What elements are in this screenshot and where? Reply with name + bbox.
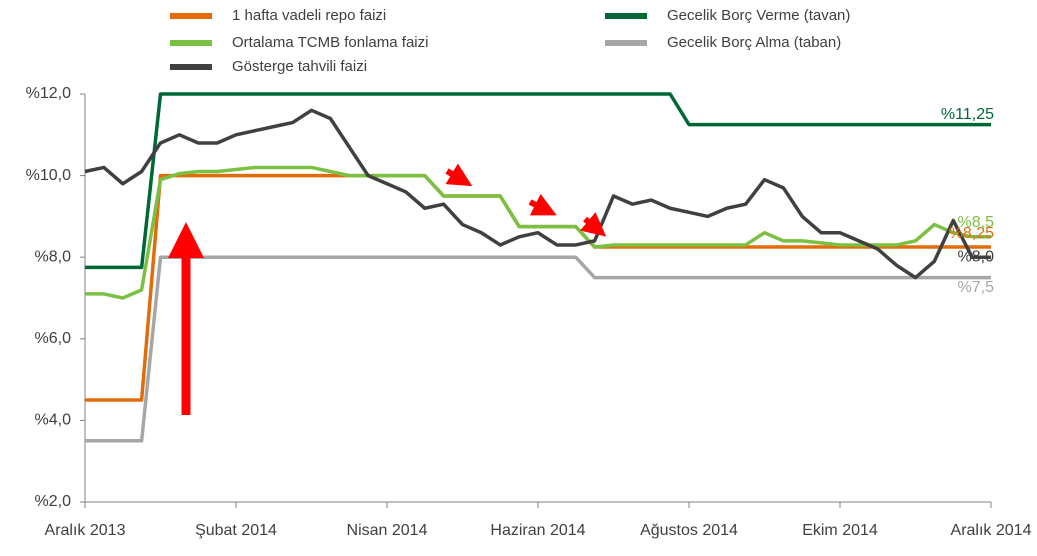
series-line bbox=[85, 92, 991, 270]
data-label: %11,25 bbox=[941, 106, 994, 123]
series-line bbox=[85, 165, 991, 300]
arrow bbox=[528, 193, 557, 216]
legend-label: Gecelik Borç Alma (taban) bbox=[667, 34, 841, 51]
series-line bbox=[85, 255, 991, 443]
y-tick-label: %10,0 bbox=[26, 167, 71, 184]
legend-label: 1 hafta vadeli repo faizi bbox=[232, 7, 386, 24]
data-label: %8,25 bbox=[949, 225, 994, 242]
series-line bbox=[84, 108, 991, 280]
data-label: %7,5 bbox=[958, 279, 995, 296]
plot bbox=[84, 92, 991, 443]
arrow bbox=[580, 212, 607, 237]
legend-label: Ortalama TCMB fonlama faizi bbox=[232, 34, 428, 51]
y-tick-label: %4,0 bbox=[35, 412, 72, 429]
data-label: %8,0 bbox=[958, 248, 995, 265]
x-tick-label: Haziran 2014 bbox=[490, 522, 585, 539]
x-tick-label: Şubat 2014 bbox=[195, 522, 277, 539]
legend-label: Gösterge tahvili faizi bbox=[232, 58, 367, 75]
x-tick-label: Aralık 2014 bbox=[951, 522, 1032, 539]
arrow bbox=[445, 163, 473, 187]
y-tick-label: %2,0 bbox=[35, 493, 72, 510]
x-tick-label: Ekim 2014 bbox=[802, 522, 878, 539]
legend-label: Gecelik Borç Verme (tavan) bbox=[667, 7, 850, 24]
x-tick-label: Aralık 2013 bbox=[45, 522, 126, 539]
y-tick-label: %8,0 bbox=[35, 248, 72, 265]
x-tick-label: Ağustos 2014 bbox=[640, 522, 738, 539]
y-tick-label: %6,0 bbox=[35, 330, 72, 347]
x-tick-label: Nisan 2014 bbox=[347, 522, 428, 539]
data-label: %8,5 bbox=[958, 214, 995, 231]
y-tick-label: %12,0 bbox=[26, 85, 71, 102]
